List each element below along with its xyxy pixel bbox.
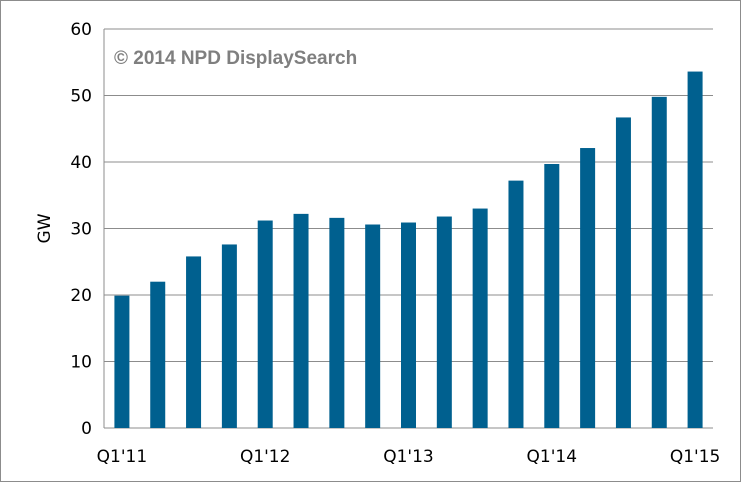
y-tick-labels: 0 10 20 30 40 50 60 xyxy=(70,20,92,439)
bar xyxy=(257,220,273,428)
y-axis-label: GW xyxy=(35,213,55,243)
bar xyxy=(508,180,524,428)
x-tick-labels: Q1'11 Q1'12 Q1'13 Q1'14 Q1'15 xyxy=(97,447,721,467)
bar xyxy=(580,148,596,428)
bar xyxy=(150,281,166,428)
bar xyxy=(687,71,703,428)
bar xyxy=(401,222,416,428)
bars xyxy=(114,71,703,428)
y-tick-label: 40 xyxy=(70,153,92,173)
bar xyxy=(651,96,667,428)
bar xyxy=(472,208,488,428)
x-tick-label: Q1'11 xyxy=(97,447,148,467)
bar xyxy=(293,213,309,428)
y-tick-label: 20 xyxy=(70,286,92,306)
bar xyxy=(186,256,202,428)
x-tick-label: Q1'13 xyxy=(383,447,434,467)
bar xyxy=(615,117,631,428)
bar xyxy=(114,295,130,428)
x-tick-label: Q1'12 xyxy=(240,447,291,467)
bar xyxy=(221,244,237,428)
y-tick-label: 0 xyxy=(81,419,92,439)
x-tick-label: Q1'15 xyxy=(670,447,721,467)
x-tick-label: Q1'14 xyxy=(527,447,578,467)
y-tick-label: 10 xyxy=(70,353,92,373)
gridlines xyxy=(104,28,713,429)
bar xyxy=(544,163,560,428)
y-tick-label: 60 xyxy=(70,20,92,40)
bar xyxy=(329,217,345,428)
y-tick-label: 30 xyxy=(70,220,92,240)
bar xyxy=(365,224,381,428)
copyright-watermark: © 2014 NPD DisplaySearch xyxy=(114,48,357,69)
bar xyxy=(436,216,452,428)
y-tick-label: 50 xyxy=(70,87,92,107)
